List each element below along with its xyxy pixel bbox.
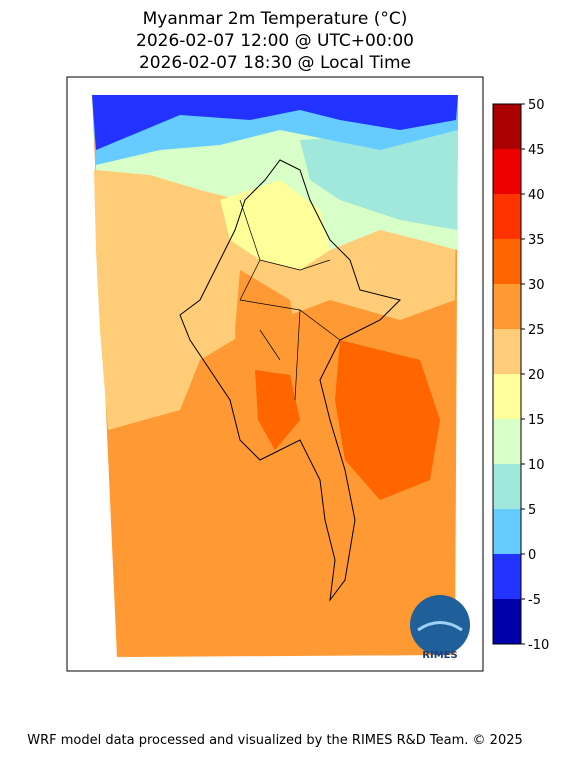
colorbar-bin: [493, 194, 521, 239]
colorbar: -10 -5 0 5 10 15 20 25 30 35 40 45 50: [492, 98, 549, 653]
field-hotter2: [335, 340, 440, 500]
rimes-logo: RIMES: [410, 595, 470, 661]
colorbar-tick-label: -10: [528, 638, 549, 653]
colorbar-tick-label: 20: [528, 368, 545, 383]
colorbar-tick-label: 50: [528, 98, 545, 113]
colorbar-tick-label: 35: [528, 233, 545, 248]
map: RIMES: [66, 76, 484, 672]
colorbar-bin: [493, 149, 521, 194]
logo-wave: [417, 621, 463, 632]
colorbar-tick-label: -5: [528, 593, 541, 608]
colorbar-bin: [493, 419, 521, 464]
colorbar-bin: [493, 284, 521, 329]
colorbar-tick-label: 5: [528, 503, 536, 518]
colorbar-tick-label: 15: [528, 413, 545, 428]
logo-text: RIMES: [422, 650, 457, 661]
colorbar-bin: [493, 104, 521, 149]
field-mild2: [220, 180, 330, 270]
footer: WRF model data processed and visualized …: [27, 733, 523, 748]
field-hotter: [255, 370, 300, 450]
colorbar-bin: [493, 239, 521, 284]
field-colder: [92, 95, 458, 150]
title-line: Myanmar 2m Temperature (°C): [143, 9, 408, 29]
colorbar-bin: [493, 599, 521, 644]
title-line: 2026-02-07 18:30 @ Local Time: [139, 53, 411, 73]
colorbar-tick-label: 0: [528, 548, 536, 563]
colorbar-bin: [493, 464, 521, 509]
title-line: 2026-02-07 12:00 @ UTC+00:00: [136, 31, 414, 51]
country-border: [179, 159, 401, 602]
colorbar-tick-label: 10: [528, 458, 545, 473]
logo-circle: [410, 595, 470, 655]
colorbar-tick-label: 45: [528, 143, 545, 158]
field-cool: [300, 130, 458, 230]
colorbar-bin: [493, 329, 521, 374]
colorbar-tick-label: 25: [528, 323, 545, 338]
colorbar-bin: [493, 554, 521, 599]
colorbar-tick-label: 40: [528, 188, 545, 203]
colorbar-bin: [493, 374, 521, 419]
colorbar-tick-label: 30: [528, 278, 545, 293]
colorbar-bin: [493, 509, 521, 554]
region-border: [239, 199, 341, 401]
